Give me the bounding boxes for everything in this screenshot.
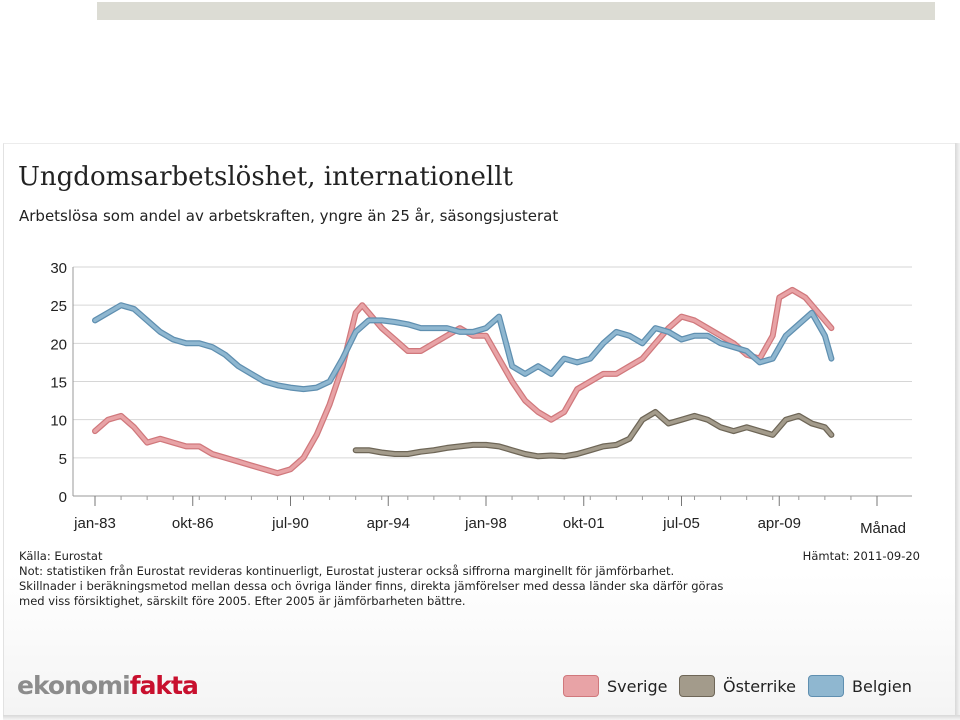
y-tick-label-30: 30	[50, 260, 67, 277]
series-line-osterrike	[353, 410, 834, 459]
legend-swatch-sverige	[563, 675, 599, 697]
x-tick-label-apr-94: apr-94	[367, 515, 410, 532]
footnote-line-1: Not: statistiken från Eurostat revideras…	[19, 564, 675, 578]
chart-card	[3, 143, 956, 716]
y-tick-label-25: 25	[50, 298, 67, 315]
x-axis-label: Månad	[860, 520, 906, 537]
top-decor-bar	[97, 2, 935, 20]
legend-label-sverige: Sverige	[607, 676, 668, 696]
y-tick-label-10: 10	[50, 413, 67, 430]
legend-swatch-belgien	[808, 675, 844, 697]
y-tick-label-0: 0	[59, 489, 67, 506]
chart-subtitle: Arbetslösa som andel av arbetskraften, y…	[19, 207, 559, 225]
legend-swatch-osterrike	[679, 675, 715, 697]
series-line-belgien	[93, 303, 834, 391]
card-shadow-bottom	[3, 715, 960, 720]
x-tick-label-okt-86: okt-86	[172, 515, 214, 532]
legend-item-belgien: Belgien	[808, 674, 912, 698]
chart-title: Ungdomsarbetslöshet, internationellt	[18, 162, 513, 192]
legend-item-osterrike: Österrike	[679, 674, 796, 698]
card-shadow-right	[955, 143, 960, 720]
legend-label-osterrike: Österrike	[723, 676, 796, 696]
x-tick-label-apr-09: apr-09	[758, 515, 801, 532]
y-tick-label-15: 15	[50, 375, 67, 392]
x-tick-label-okt-01: okt-01	[563, 515, 605, 532]
x-tick-label-jul-05: jul-05	[662, 515, 700, 532]
x-tick-label-jul-90: jul-90	[271, 515, 309, 532]
series-layer	[92, 286, 835, 477]
series-line-belgien-outline	[92, 302, 835, 393]
logo-text-red: fakta	[129, 671, 199, 700]
series-line-sverige	[93, 288, 834, 475]
footnote-line-3: med viss försiktighet, särskilt före 200…	[19, 594, 466, 608]
ekonomifakta-logo: ekonomifakta	[17, 671, 199, 700]
legend-item-sverige: Sverige	[563, 674, 668, 698]
logo-text-grey: ekonomi	[17, 671, 131, 700]
x-tick-label-jan-98: jan-98	[464, 515, 507, 532]
fetched-date: Hämtat: 2011-09-20	[802, 549, 920, 563]
axis-layer: 0 5 10 15 20 25 30 jan-83 okt-86 jul-90 apr-94 jan-…	[50, 260, 906, 537]
grid-layer	[73, 266, 912, 497]
legend-label-belgien: Belgien	[852, 676, 912, 696]
footnote-line-2: Skillnader i beräkningsmetod mellan dess…	[19, 579, 724, 593]
source-note: Källa: Eurostat	[19, 549, 103, 563]
y-tick-label-5: 5	[59, 451, 67, 468]
x-tick-label-jan-83: jan-83	[73, 515, 116, 532]
y-tick-label-20: 20	[50, 336, 67, 353]
